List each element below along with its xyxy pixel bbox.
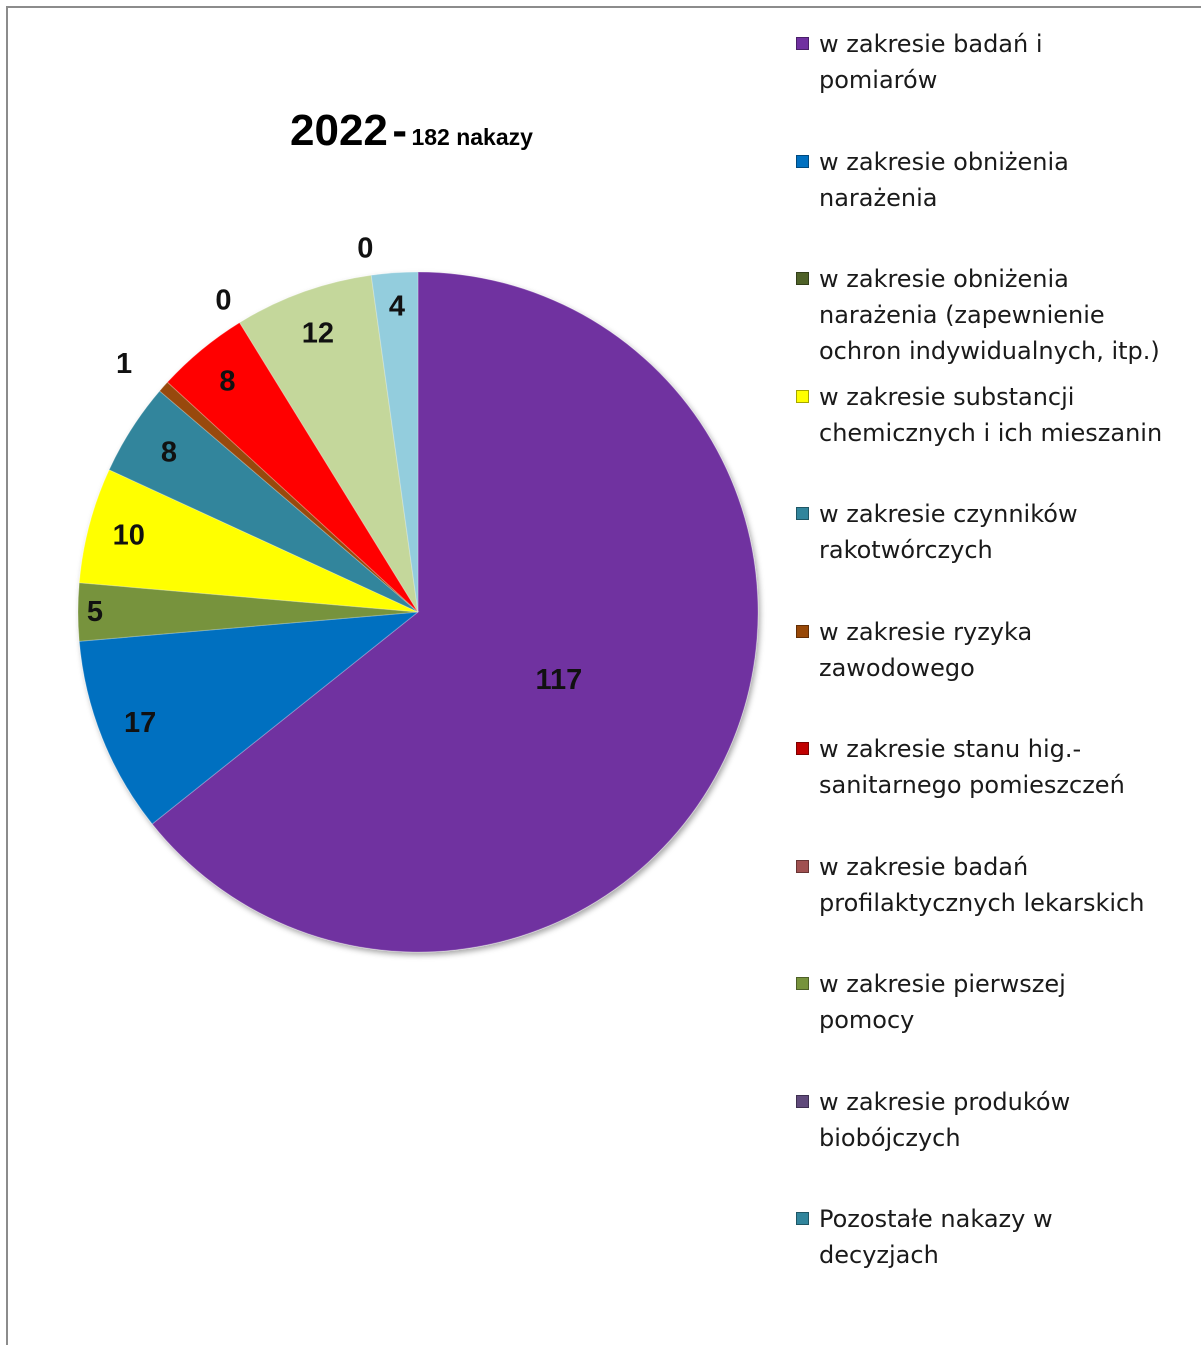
legend-item: Pozostałe nakazy w decyzjach	[796, 1201, 1196, 1319]
legend-swatch	[796, 977, 809, 990]
legend-swatch	[796, 1212, 809, 1225]
legend-label: w zakresie obniżenia narażenia	[819, 147, 1069, 212]
legend-label: Pozostałe nakazy w decyzjach	[819, 1205, 1053, 1269]
legend-item: w zakresie pierwszej pomocy	[796, 966, 1196, 1084]
legend-item: w zakresie ryzyka zawodowego	[796, 614, 1196, 732]
slice-data-label: 0	[357, 233, 373, 265]
pie-slice	[370, 271, 419, 613]
pie-slice	[151, 271, 759, 953]
legend-swatch	[796, 742, 809, 755]
slice-data-label: 117	[536, 664, 583, 696]
legend-item: w zakresie stanu hig.- sanitarnego pomie…	[796, 731, 1196, 849]
chart-legend: w zakresie badań i pomiarów w zakresie ob…	[796, 26, 1196, 1319]
legend-item: w zakresie badań profilaktycznych lekars…	[796, 849, 1196, 967]
legend-swatch	[796, 389, 809, 403]
slice-data-label: 4	[389, 291, 405, 323]
pie-slice	[78, 611, 420, 825]
slice-data-label: 5	[87, 596, 103, 628]
slice-data-label: 17	[124, 707, 156, 739]
legend-label: w zakresie obniżenia narażenia (zapewnie…	[819, 265, 1160, 365]
legend-label: w zakresie substancji chemicznych i ich …	[819, 382, 1163, 447]
chart-frame	[6, 6, 1201, 1345]
legend-label: w zakresie pierwszej pomocy	[819, 970, 1066, 1034]
title-year: 2022	[290, 106, 388, 155]
legend-item: w zakresie obniżenia narażenia	[796, 144, 1196, 262]
chart-title: 2022 - 182 nakazy	[290, 106, 533, 156]
slice-data-label: 12	[302, 318, 334, 350]
legend-swatch	[796, 1094, 809, 1108]
legend-item: w zakresie badań i pomiarów	[796, 26, 1196, 144]
legend-swatch	[796, 272, 809, 285]
slice-data-label: 1	[116, 348, 132, 380]
legend-item: w zakresie obniżenia narażenia (zapewnie…	[796, 261, 1196, 379]
legend-item: w zakresie czynników rakotwórczych	[796, 496, 1196, 614]
legend-label: w zakresie stanu hig.- sanitarnego pomie…	[819, 735, 1125, 799]
legend-label: w zakresie czynników rakotwórczych	[819, 500, 1078, 564]
title-separator: -	[392, 106, 407, 155]
pie-slice	[238, 274, 419, 613]
slice-data-label: 8	[161, 436, 177, 468]
slice-data-label: 8	[219, 365, 235, 397]
legend-swatch	[796, 859, 809, 873]
legend-swatch	[796, 37, 809, 50]
legend-swatch	[796, 507, 809, 520]
legend-label: w zakresie badań i pomiarów	[819, 30, 1043, 94]
legend-label: w zakresie ryzyka zawodowego	[819, 617, 1033, 682]
legend-item: w zakresie produków biobójczych	[796, 1084, 1196, 1202]
legend-label: w zakresie badań profilaktycznych lekars…	[819, 852, 1145, 917]
legend-label: w zakresie produków biobójczych	[819, 1087, 1071, 1152]
title-count: 182 nakazy	[411, 124, 533, 150]
legend-item: w zakresie substancji chemicznych i ich …	[796, 379, 1196, 497]
slice-data-label: 10	[113, 519, 145, 551]
slice-data-label: 0	[215, 285, 231, 317]
legend-swatch	[796, 154, 809, 168]
legend-swatch	[796, 624, 809, 638]
